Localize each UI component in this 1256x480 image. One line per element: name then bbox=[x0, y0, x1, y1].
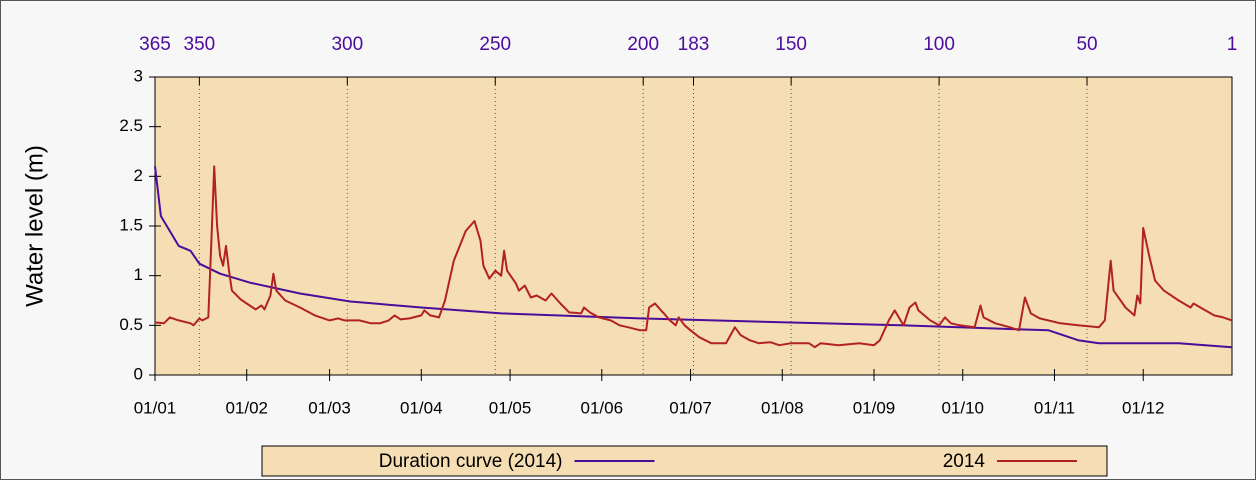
x-tick-label: 01/03 bbox=[308, 398, 351, 417]
y-tick-label: 1 bbox=[134, 265, 143, 284]
y-tick-label: 0 bbox=[134, 364, 143, 383]
y-tick-label: 0.5 bbox=[119, 315, 143, 334]
x-tick-label: 01/10 bbox=[941, 398, 984, 417]
x-tick-label: 01/01 bbox=[134, 398, 177, 417]
x2-tick-label: 200 bbox=[627, 34, 659, 55]
x2-tick-label: 300 bbox=[331, 34, 363, 55]
x-tick-label: 01/09 bbox=[853, 398, 896, 417]
x-tick-label: 01/11 bbox=[1034, 398, 1075, 417]
y-tick-label: 1.5 bbox=[119, 215, 143, 234]
x2-tick-label: 350 bbox=[184, 34, 216, 55]
legend-box bbox=[261, 445, 1108, 477]
x2-tick-label: 100 bbox=[923, 34, 955, 55]
series-line bbox=[154, 166, 1233, 349]
x2-tick-label: 50 bbox=[1076, 34, 1097, 55]
x-tick-label: 01/05 bbox=[489, 398, 532, 417]
x2-tick-label: 183 bbox=[678, 34, 710, 55]
x-tick-label: 01/04 bbox=[400, 398, 443, 417]
x-tick-label: 01/06 bbox=[581, 398, 624, 417]
x2-tick-label: 150 bbox=[775, 34, 807, 55]
x2-tick-label: 250 bbox=[479, 34, 511, 55]
y-tick-label: 2 bbox=[134, 166, 143, 185]
x-tick-label: 01/02 bbox=[225, 398, 268, 417]
series-line bbox=[154, 165, 1233, 349]
x2-tick-label: 365 bbox=[139, 34, 171, 55]
x-tick-label: 01/08 bbox=[761, 398, 804, 417]
legend-label: 2014 bbox=[943, 451, 986, 472]
x-tick-label: 01/12 bbox=[1122, 398, 1165, 417]
y-tick-label: 2.5 bbox=[119, 116, 143, 135]
y-axis-label: Water level (m) bbox=[21, 145, 48, 307]
plot-frame bbox=[154, 76, 1233, 376]
y-tick-label: 3 bbox=[134, 66, 143, 85]
x2-tick-label: 1 bbox=[1227, 34, 1238, 55]
legend-label: Duration curve (2014) bbox=[379, 451, 563, 472]
x-tick-label: 01/07 bbox=[669, 398, 712, 417]
